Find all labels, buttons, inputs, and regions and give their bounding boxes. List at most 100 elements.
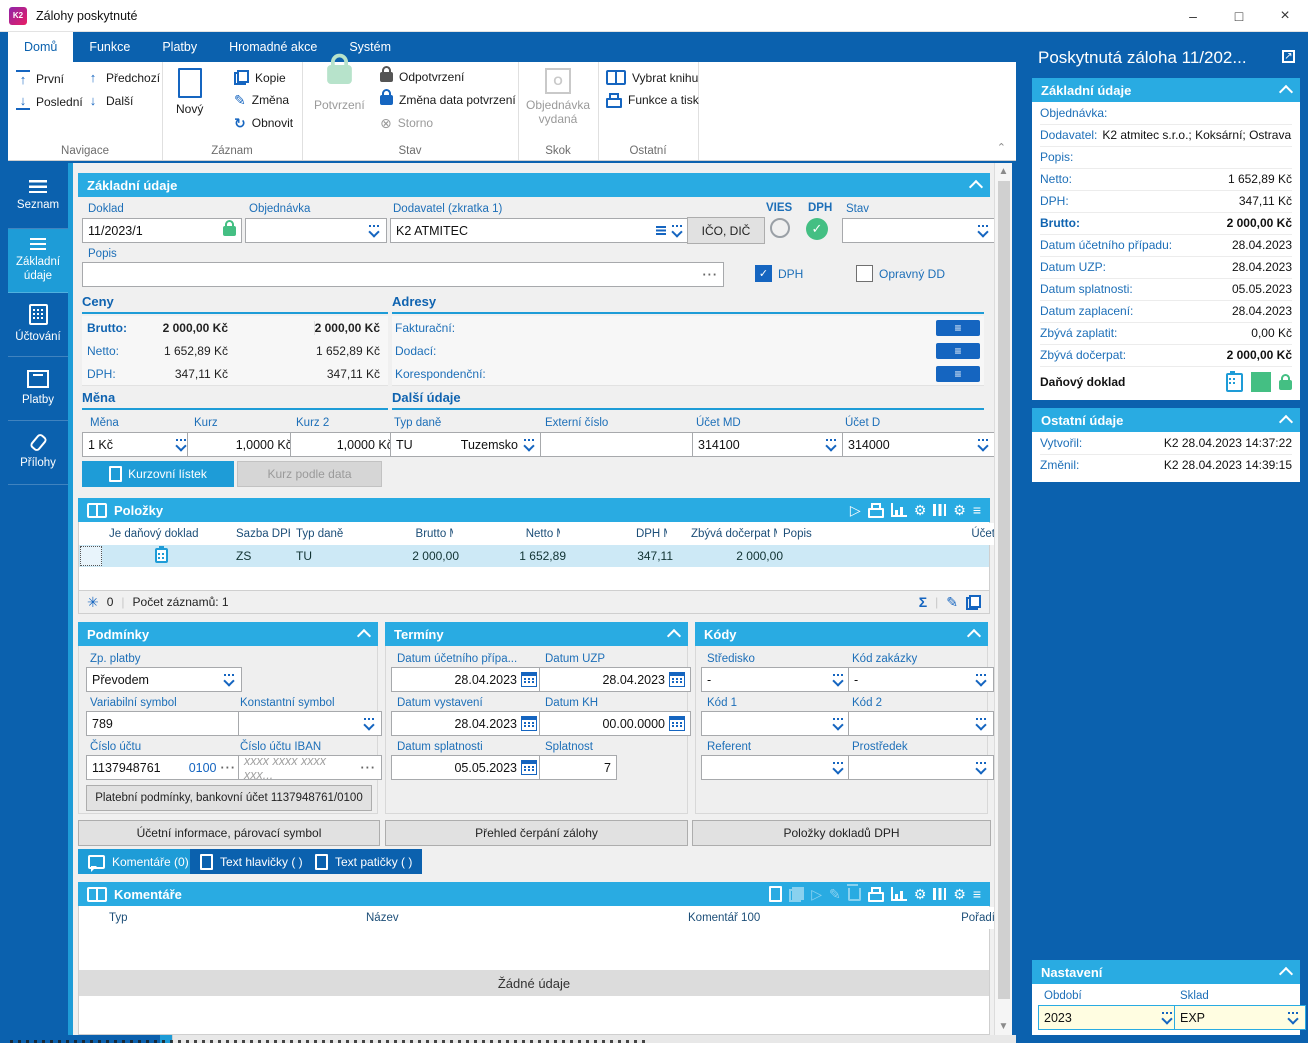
kurz-podle-data-button[interactable]: Kurz podle data bbox=[237, 461, 382, 487]
dropdown-icon[interactable] bbox=[824, 438, 838, 451]
mena-input[interactable]: 1 Kč bbox=[82, 432, 194, 457]
row-selector-cell[interactable] bbox=[80, 546, 102, 566]
konstantni-symbol-input[interactable] bbox=[238, 711, 382, 736]
kod-zakazky-input[interactable]: - bbox=[848, 667, 994, 692]
menu-icon[interactable]: ≡ bbox=[972, 502, 981, 518]
gears-icon[interactable]: ⚙ bbox=[913, 502, 927, 518]
chart-icon[interactable] bbox=[890, 887, 907, 901]
dropdown-icon[interactable] bbox=[974, 717, 988, 730]
dropdown-icon[interactable] bbox=[976, 438, 990, 451]
collapse-chevron-icon[interactable] bbox=[666, 628, 682, 644]
dropdown-icon[interactable] bbox=[1286, 1011, 1300, 1024]
tab-domu[interactable]: Domů bbox=[8, 32, 74, 62]
menu-icon[interactable]: ≡ bbox=[972, 886, 981, 902]
variabilni-symbol-input[interactable]: 789 bbox=[86, 711, 242, 736]
dropdown-icon[interactable] bbox=[362, 717, 376, 730]
sidebar-item-prilohy[interactable]: Přílohy bbox=[8, 421, 68, 485]
dropdown-icon[interactable] bbox=[831, 761, 845, 774]
sidebar-item-seznam[interactable]: Seznam bbox=[8, 165, 68, 229]
iban-input[interactable]: xxxx xxxx xxxx xxx... ··· bbox=[238, 754, 382, 782]
address-menu-button[interactable]: ≡ bbox=[936, 342, 980, 359]
table-row[interactable] bbox=[79, 545, 989, 567]
cell-typ[interactable]: TU bbox=[296, 549, 312, 563]
refresh-button[interactable]: ↻ Obnovit bbox=[234, 115, 294, 131]
address-menu-button[interactable]: ≡ bbox=[936, 319, 980, 336]
datum-uzp-input[interactable]: 28.04.2023 bbox=[539, 667, 691, 692]
print-icon[interactable] bbox=[867, 503, 884, 518]
polozky-dokladu-dph-button[interactable]: Položky dokladů DPH bbox=[692, 820, 991, 846]
col-je-danovy-doklad[interactable]: Je daňový doklad bbox=[103, 523, 243, 545]
popis-input[interactable]: ··· bbox=[82, 262, 724, 287]
col-nazev[interactable]: Název bbox=[360, 907, 695, 929]
settings-icon[interactable]: ⚙ bbox=[953, 886, 966, 902]
calendar-icon[interactable] bbox=[521, 760, 537, 775]
ucet-md-input[interactable]: 314100 bbox=[692, 432, 844, 457]
address-menu-button[interactable]: ≡ bbox=[936, 365, 980, 382]
pencil-icon[interactable]: ✎ bbox=[828, 886, 841, 902]
externi-cislo-input[interactable] bbox=[540, 432, 694, 457]
col-poradi[interactable]: Pořadí bbox=[938, 907, 1001, 929]
vertical-scrollbar[interactable]: ▲ ▼ bbox=[994, 163, 1012, 1035]
platebni-podminky-button[interactable]: Platební podmínky, bankovní účet 1137948… bbox=[86, 785, 372, 811]
sidebar-item-zakladni-udaje[interactable]: Základní údaje bbox=[8, 229, 68, 293]
tab-system[interactable]: Systém bbox=[349, 40, 392, 54]
select-book-button[interactable]: Vybrat knihu bbox=[606, 70, 698, 85]
ribbon-collapse-chevron[interactable]: ⌃ bbox=[996, 142, 1006, 154]
sidebar-item-uctovani[interactable]: Účtování bbox=[8, 293, 68, 357]
scroll-up-arrow[interactable]: ▲ bbox=[998, 166, 1009, 177]
maximize-button[interactable]: □ bbox=[1234, 7, 1244, 24]
calendar-icon[interactable] bbox=[521, 672, 537, 687]
close-button[interactable]: × bbox=[1280, 6, 1290, 24]
col-komentar-100[interactable]: Komentář 100 bbox=[682, 907, 951, 929]
dropdown-icon[interactable] bbox=[670, 224, 684, 237]
datum-kh-input[interactable]: 00.00.0000 bbox=[539, 711, 691, 736]
datum-vystaveni-input[interactable]: 28.04.2023 bbox=[391, 711, 543, 736]
calendar-icon[interactable] bbox=[521, 716, 537, 731]
calendar-icon[interactable] bbox=[669, 672, 685, 687]
collapse-chevron-icon[interactable] bbox=[1278, 966, 1294, 982]
dph-checkbox[interactable]: ✓ bbox=[755, 265, 772, 282]
duplicate-row-icon[interactable] bbox=[966, 594, 981, 610]
storno-button[interactable]: ⊗ Storno bbox=[380, 115, 434, 131]
typ-dane-input[interactable]: TU Tuzemsko bbox=[390, 432, 542, 457]
stav-input[interactable] bbox=[842, 218, 996, 243]
order-issued-button[interactable]: O Objednávka vydaná bbox=[526, 68, 590, 127]
dropdown-icon[interactable] bbox=[222, 673, 236, 686]
collapse-chevron-icon[interactable] bbox=[966, 628, 982, 644]
kurz2-input[interactable]: 1,0000 Kč bbox=[290, 432, 399, 457]
ucet-d-input[interactable]: 314000 bbox=[842, 432, 996, 457]
dodavatel-input[interactable]: K2 ATMITEC bbox=[390, 218, 690, 243]
scroll-down-arrow[interactable]: ▼ bbox=[998, 1021, 1009, 1032]
gears-icon[interactable]: ⚙ bbox=[913, 886, 927, 902]
open-external-icon[interactable]: ↗ bbox=[1282, 50, 1295, 63]
zp-platby-input[interactable]: Převodem bbox=[86, 667, 242, 692]
change-confirm-date-button[interactable]: Změna data potvrzení bbox=[380, 89, 516, 107]
cell-brutto[interactable]: 2 000,00 bbox=[412, 549, 459, 563]
cell-zbyva[interactable]: 2 000,00 bbox=[736, 549, 783, 563]
cell-dph[interactable]: 347,11 bbox=[637, 549, 673, 563]
cell-sazba[interactable]: ZS bbox=[236, 549, 252, 563]
col-popis[interactable]: Popis bbox=[777, 523, 946, 545]
ucetni-informace-button[interactable]: Účetní informace, párovací symbol bbox=[78, 820, 380, 846]
dropdown-icon[interactable] bbox=[976, 224, 990, 237]
stredisko-input[interactable]: - bbox=[701, 667, 851, 692]
calendar-icon[interactable] bbox=[669, 716, 685, 731]
col-typ[interactable]: Typ bbox=[103, 907, 373, 929]
tab-text-paticky[interactable]: Text patičky ( ) bbox=[305, 849, 423, 874]
more-icon[interactable]: ··· bbox=[220, 760, 236, 775]
more-icon[interactable]: ··· bbox=[360, 760, 376, 775]
first-button[interactable]: ↑ První bbox=[16, 70, 64, 87]
run-icon[interactable]: ▷ bbox=[849, 502, 861, 518]
more-icon[interactable]: ··· bbox=[702, 267, 718, 282]
kod1-input[interactable] bbox=[701, 711, 851, 736]
cell-netto[interactable]: 1 652,89 bbox=[519, 549, 566, 563]
kurzovni-listek-button[interactable]: Kurzovní lístek bbox=[82, 461, 234, 487]
collapse-chevron-icon[interactable] bbox=[1278, 84, 1294, 100]
delete-icon[interactable] bbox=[846, 883, 861, 901]
settings-icon[interactable]: ⚙ bbox=[953, 502, 966, 518]
obdobi-input[interactable]: 2023 bbox=[1038, 1005, 1180, 1030]
col-netto-m[interactable]: Netto M bbox=[453, 523, 573, 545]
functions-print-button[interactable]: Funkce a tisk bbox=[606, 93, 699, 108]
dropdown-icon[interactable] bbox=[831, 673, 845, 686]
datum-splatnosti-input[interactable]: 05.05.2023 bbox=[391, 755, 543, 780]
